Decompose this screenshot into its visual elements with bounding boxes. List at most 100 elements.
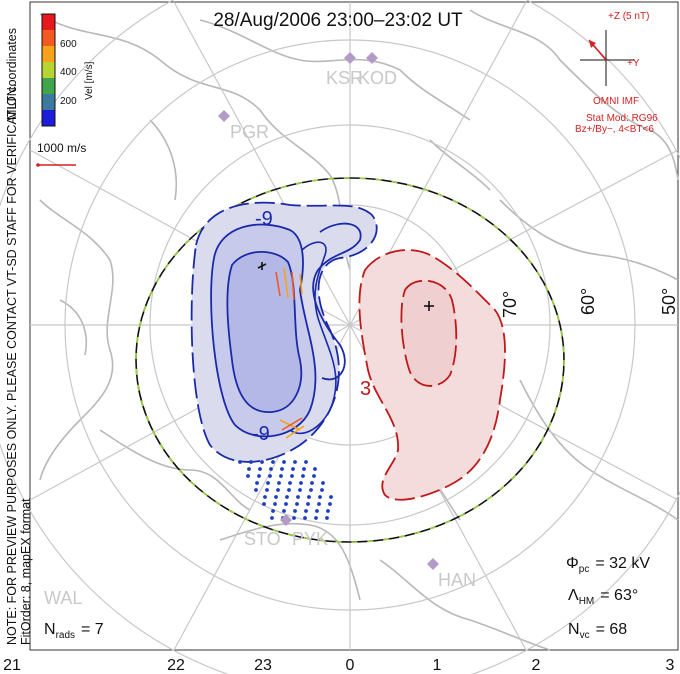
colorbar-segment xyxy=(42,14,55,31)
colorbar-segment xyxy=(42,62,55,79)
lat-label-60: 60° xyxy=(578,288,598,315)
velocity-vectors-blue xyxy=(238,460,333,520)
velocity-dot xyxy=(320,488,324,492)
colorbar-segment xyxy=(42,46,55,63)
hm-boundary-dash xyxy=(135,177,565,543)
velocity-dot xyxy=(257,474,261,478)
velocity-dot xyxy=(302,467,306,471)
colorbar-tick-400: 400 xyxy=(60,67,77,78)
velocity-dot xyxy=(255,481,259,485)
vector-scale-label: 1000 m/s xyxy=(37,141,86,155)
mlt-label-3: 3 xyxy=(666,657,675,674)
station-label-pyk: PYK xyxy=(292,529,328,549)
lat-label-50: 50° xyxy=(659,288,679,315)
velocity-dot xyxy=(303,516,307,520)
colorbar-tick-200: 200 xyxy=(60,96,77,107)
velocity-vectors-orange xyxy=(275,267,305,439)
velocity-dot xyxy=(329,495,333,499)
velocity-dot xyxy=(312,474,316,478)
station-label-han: HAN xyxy=(438,570,476,590)
velocity-dot xyxy=(262,502,266,506)
colorbar-segment xyxy=(42,94,55,111)
velocity-dot xyxy=(325,516,329,520)
imf-z-label: +Z (5 nT) xyxy=(608,11,649,22)
velocity-dot xyxy=(310,481,314,485)
velocity-dot xyxy=(293,460,297,464)
velocity-dot xyxy=(277,481,281,485)
velocity-dot xyxy=(285,495,289,499)
colorbar-segment xyxy=(42,78,55,95)
mlt-label-2: 2 xyxy=(532,657,541,674)
velocity-dot xyxy=(292,516,296,520)
velocity-dot xyxy=(288,481,292,485)
velocity-dot xyxy=(295,502,299,506)
velocity-dot xyxy=(314,516,318,520)
velocity-dot xyxy=(265,488,269,492)
velocity-dot xyxy=(238,460,242,464)
positive-cell xyxy=(358,249,506,501)
velocity-dot xyxy=(291,467,295,471)
colorbar-label: Vel [m/s] xyxy=(84,61,95,100)
velocity-dot xyxy=(249,460,253,464)
mlt-meridians xyxy=(29,1,679,651)
stat-n-rads: Nrads = 7 xyxy=(44,621,104,641)
velocity-dot xyxy=(271,460,275,464)
velocity-dot xyxy=(307,495,311,499)
contour-label-pos: 3 xyxy=(360,378,371,400)
velocity-dot xyxy=(247,467,251,471)
station-label-ksr: KSR xyxy=(326,68,363,88)
stat-n-vc: Nvc = 68 xyxy=(568,621,627,641)
velocity-dot xyxy=(313,467,317,471)
negative-cell xyxy=(190,201,378,463)
velocity-dot xyxy=(321,481,325,485)
mlt-label-23: 23 xyxy=(254,657,272,674)
velocity-dot xyxy=(315,509,319,513)
mlt-coordinates-label: MLT coordinates xyxy=(5,28,19,120)
colorbar-outline xyxy=(41,13,56,127)
velocity-dot xyxy=(306,502,310,506)
velocity-dot xyxy=(280,467,284,471)
station-label-wal: WAL xyxy=(44,588,82,608)
mlt-label-0: 0 xyxy=(346,657,355,674)
velocity-dot xyxy=(298,488,302,492)
velocity-dot xyxy=(268,474,272,478)
imf-model-1: Stat Mod: RG96 xyxy=(586,113,658,124)
contour-label-neg-bottom: -9 xyxy=(252,423,270,445)
imf-vector-head xyxy=(589,40,596,48)
velocity-colorbar xyxy=(42,14,55,127)
stat-phi-pc: Φpc = 32 kV xyxy=(566,555,650,575)
colorbar-segment xyxy=(42,110,55,127)
velocity-dot xyxy=(301,474,305,478)
velocity-dot xyxy=(260,460,264,464)
imf-y-label: +Y xyxy=(627,58,640,69)
mlt-label-1: 1 xyxy=(433,657,442,674)
contour-label-neg-top: -9 xyxy=(255,208,273,230)
station-label-pgr: PGR xyxy=(230,122,269,142)
velocity-dot xyxy=(326,509,330,513)
velocity-dot xyxy=(328,502,332,506)
map-title: 28/Aug/2006 23:00–23:02 UT xyxy=(213,10,463,31)
colorbar-tick-600: 600 xyxy=(60,39,77,50)
velocity-dot xyxy=(296,495,300,499)
imf-model-2: Bz+/By−, 4<BT<6 xyxy=(575,124,654,135)
preview-note: NOTE: FOR PREVIEW PURPOSES ONLY. PLEASE … xyxy=(5,84,19,645)
velocity-dot xyxy=(270,516,274,520)
mlt-label-22: 22 xyxy=(167,657,185,674)
imf-clock xyxy=(580,30,634,86)
velocity-dot xyxy=(282,509,286,513)
velocity-dot xyxy=(279,474,283,478)
imf-source: OMNI IMF xyxy=(593,96,639,107)
velocity-dot xyxy=(309,488,313,492)
velocity-dot xyxy=(318,495,322,499)
velocity-dot xyxy=(299,481,303,485)
velocity-dot xyxy=(282,460,286,464)
station-label-kod: KOD xyxy=(358,68,397,88)
station-label-sto: STO xyxy=(244,529,281,549)
velocity-dot xyxy=(304,509,308,513)
colorbar-segment xyxy=(42,30,55,47)
velocity-dot xyxy=(254,488,258,492)
velocity-dot xyxy=(317,502,321,506)
velocity-dot xyxy=(293,509,297,513)
mlt-label-21: 21 xyxy=(3,657,21,674)
